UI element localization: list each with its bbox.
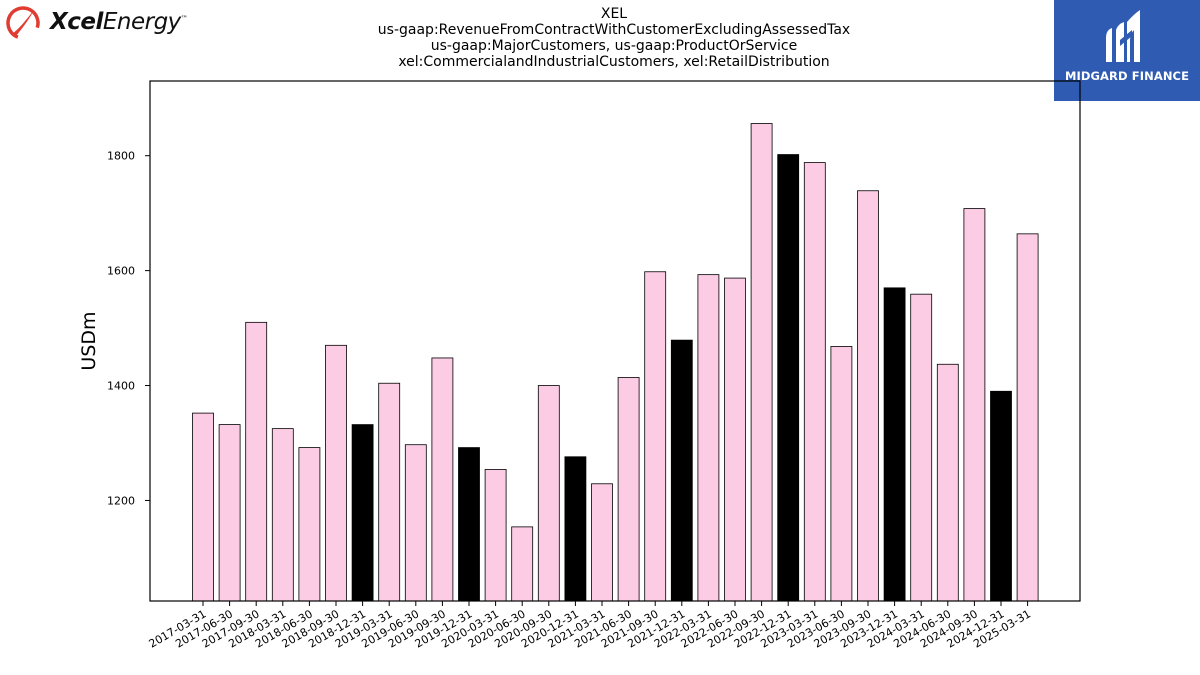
bar-2017-09-30 bbox=[245, 321, 268, 602]
chart-title-line-3: us-gaap:MajorCustomers, us-gaap:ProductO… bbox=[430, 38, 798, 54]
bar-2018-12-31 bbox=[351, 424, 374, 602]
bar-2021-03-31 bbox=[591, 483, 613, 602]
midgard-emblem-icon bbox=[1106, 10, 1140, 62]
chart-title-line-1: XEL bbox=[600, 6, 628, 22]
chart-title: XEL us-gaap:RevenueFromContractWithCusto… bbox=[264, 6, 964, 70]
bar-2023-09-30 bbox=[857, 190, 879, 602]
bar-2019-09-30 bbox=[431, 357, 454, 602]
bar-2019-03-31 bbox=[378, 382, 401, 602]
bar-2024-06-30 bbox=[936, 363, 959, 602]
y-tick-label-1400: 1400 bbox=[107, 380, 135, 393]
bar-2020-12-31 bbox=[564, 456, 587, 602]
bar-2018-09-30 bbox=[325, 344, 347, 602]
bar-2021-12-31 bbox=[670, 339, 693, 602]
midgard-finance-logo: MIDGARD FINANCE bbox=[1054, 0, 1200, 101]
y-axis-label: USDm bbox=[78, 311, 100, 370]
y-tick-label-1200: 1200 bbox=[107, 494, 135, 507]
bar-2018-06-30 bbox=[298, 447, 321, 602]
bar-2021-09-30 bbox=[644, 271, 667, 602]
bar-2019-12-31 bbox=[458, 447, 480, 602]
bar-2020-09-30 bbox=[537, 385, 560, 602]
bar-2017-03-31 bbox=[192, 412, 214, 602]
bar-2022-03-31 bbox=[697, 274, 720, 602]
xcel-energy-logo: XcelEnergy™ bbox=[4, 4, 194, 44]
bar-2022-09-30 bbox=[750, 123, 773, 602]
y-tick-label-1800: 1800 bbox=[107, 150, 135, 163]
bar-2022-12-31 bbox=[777, 154, 800, 602]
bar-2019-06-30 bbox=[404, 444, 427, 602]
xcel-wordmark-bold: Xcel bbox=[50, 9, 103, 35]
midgard-finance-wordmark: MIDGARD FINANCE bbox=[1064, 69, 1190, 83]
xcel-flame-icon bbox=[6, 6, 40, 40]
bar-2022-06-30 bbox=[724, 277, 746, 602]
bar-2023-03-31 bbox=[803, 162, 826, 602]
xcel-wordmark-light: Energy bbox=[102, 9, 181, 35]
chart-title-line-2: us-gaap:RevenueFromContractWithCustomerE… bbox=[377, 22, 851, 38]
bar-2023-12-31 bbox=[883, 287, 906, 602]
bar-2024-03-31 bbox=[910, 293, 933, 602]
bar-2018-03-31 bbox=[271, 428, 294, 602]
xcel-wordmark: XcelEnergy™ bbox=[50, 9, 188, 35]
bar-2025-03-31 bbox=[1016, 233, 1039, 602]
bar-2017-06-30 bbox=[218, 424, 241, 602]
bar-2024-09-30 bbox=[963, 208, 986, 602]
y-tick-label-1600: 1600 bbox=[107, 265, 135, 278]
bar-2023-06-30 bbox=[830, 346, 853, 602]
chart-title-line-4: xel:CommercialandIndustrialCustomers, xe… bbox=[398, 54, 830, 70]
bar-2024-12-31 bbox=[990, 390, 1012, 602]
plot-frame bbox=[149, 80, 1081, 602]
bar-2020-03-31 bbox=[484, 469, 507, 602]
xcel-trademark: ™ bbox=[180, 14, 188, 23]
bar-2021-06-30 bbox=[617, 377, 640, 602]
bar-2020-06-30 bbox=[511, 526, 534, 602]
